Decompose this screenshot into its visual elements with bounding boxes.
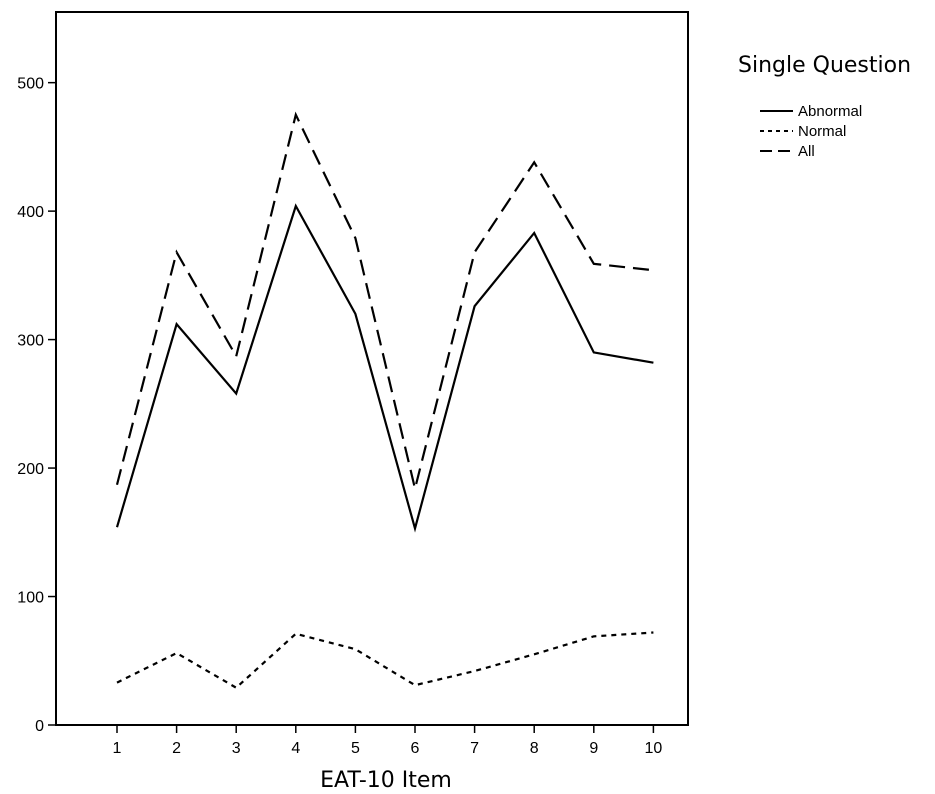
series-line-abnormal <box>115 203 654 533</box>
x-tick-label: 4 <box>291 740 300 757</box>
series-line-normal <box>116 631 654 690</box>
x-tick-label: 10 <box>645 740 663 757</box>
x-tick-label: 2 <box>172 740 181 757</box>
y-tick-label: 100 <box>17 590 44 607</box>
y-tick-label: 400 <box>17 204 44 221</box>
legend-label-normal: Normal <box>798 123 846 140</box>
legend: Single Question Abnormal Normal All <box>738 53 911 160</box>
x-tick-label: 9 <box>589 740 598 757</box>
legend-label-all: All <box>798 143 815 160</box>
legend-title: Single Question <box>738 53 911 78</box>
x-tick-label: 8 <box>530 740 539 757</box>
y-tick-label: 500 <box>17 76 44 93</box>
y-axis: 0 100 200 300 400 500 <box>17 76 56 735</box>
x-axis-title: EAT-10 Item <box>320 768 452 793</box>
x-axis: 1 2 3 4 5 6 7 8 9 10 <box>113 725 663 757</box>
y-tick-label: 200 <box>17 461 44 478</box>
x-tick-label: 7 <box>470 740 479 757</box>
x-tick-label: 6 <box>411 740 420 757</box>
x-tick-label: 5 <box>351 740 360 757</box>
series-line-all <box>115 111 654 489</box>
x-tick-label: 3 <box>232 740 241 757</box>
y-tick-label: 0 <box>35 718 44 735</box>
plot-frame <box>55 11 689 726</box>
x-tick-label: 1 <box>113 740 122 757</box>
legend-label-abnormal: Abnormal <box>798 103 862 120</box>
series-lines <box>115 111 654 690</box>
y-tick-label: 300 <box>17 333 44 350</box>
